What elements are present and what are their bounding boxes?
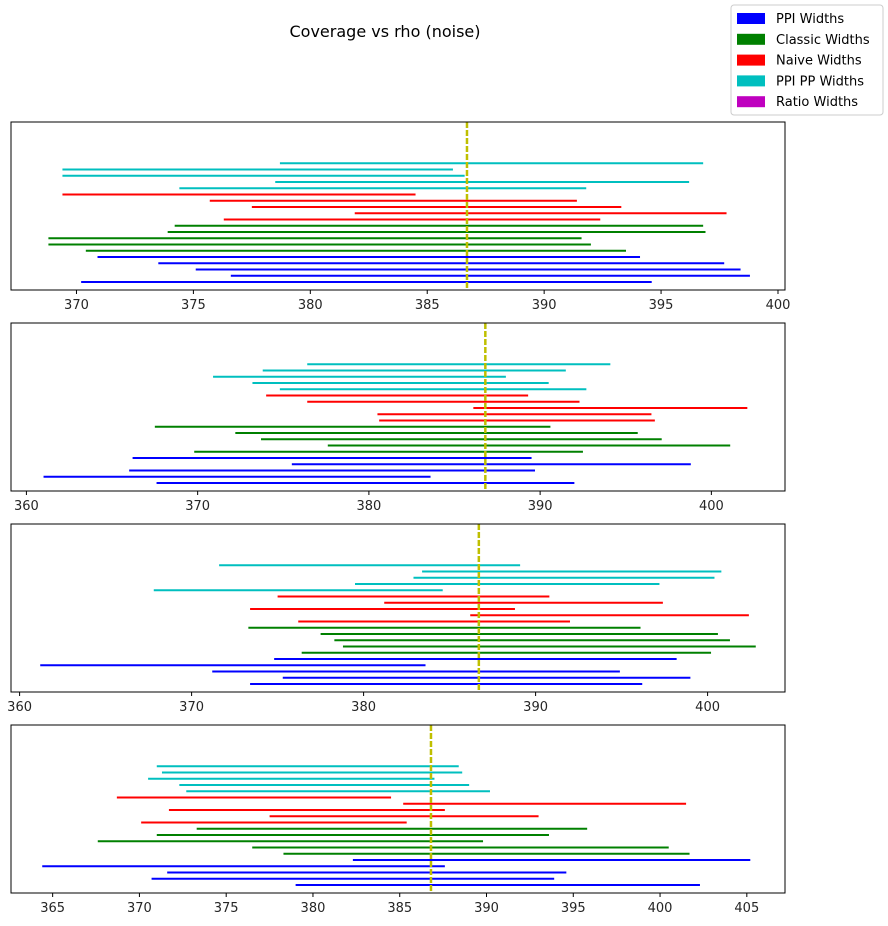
axes-frame <box>10 322 786 492</box>
x-tick-label: 375 <box>214 901 239 916</box>
x-tick-label: 390 <box>532 298 557 313</box>
axes-frame <box>10 121 786 291</box>
legend-swatch <box>737 75 765 87</box>
x-tick-label: 360 <box>14 499 39 514</box>
x-tick-label: 395 <box>561 901 586 916</box>
panel-1: 370 375 380 385 390 395 400 <box>10 121 791 313</box>
panel-3: 360 370 380 390 400 <box>7 523 786 715</box>
x-tick-label: 395 <box>649 298 674 313</box>
legend-frame <box>730 4 884 116</box>
legend-label: PPI Widths <box>776 12 844 27</box>
x-tick-label: 400 <box>648 901 673 916</box>
panel-2: 360 370 380 390 400 <box>10 322 786 514</box>
x-tick-label: 385 <box>415 298 440 313</box>
x-tick-label: 360 <box>7 700 32 715</box>
panel-4: 365 370 375 380 385 390 395 400 405 <box>10 724 786 916</box>
x-tick-label: 365 <box>40 901 65 916</box>
legend-label: PPI PP Widths <box>776 74 864 89</box>
x-tick-label: 380 <box>351 700 376 715</box>
legend-label: Naive Widths <box>776 54 862 69</box>
legend-swatch <box>737 13 765 24</box>
axes-frame <box>10 724 786 894</box>
x-tick-label: 370 <box>64 298 89 313</box>
x-tick-label: 390 <box>528 499 553 514</box>
legend: PPI Widths Classic Widths Naive Widths PPI … <box>730 4 884 116</box>
x-tick-label: 370 <box>185 499 210 514</box>
x-tick-label: 370 <box>127 901 152 916</box>
legend-swatch <box>737 54 765 66</box>
legend-swatch <box>737 33 765 45</box>
x-tick-label: 385 <box>387 901 412 916</box>
x-tick-label: 380 <box>301 901 326 916</box>
legend-label: Ratio Widths <box>776 95 858 110</box>
x-tick-label: 380 <box>298 298 323 313</box>
x-tick-label: 370 <box>179 700 204 715</box>
x-tick-label: 390 <box>474 901 499 916</box>
x-tick-label: 390 <box>523 700 548 715</box>
x-tick-label: 400 <box>699 499 724 514</box>
x-tick-label: 400 <box>695 700 720 715</box>
legend-swatch <box>737 96 765 108</box>
x-tick-label: 405 <box>734 901 759 916</box>
axes-frame <box>10 523 786 693</box>
x-tick-label: 380 <box>356 499 381 514</box>
x-tick-label: 400 <box>766 298 791 313</box>
chart-title: Coverage vs rho (noise) <box>290 22 481 41</box>
x-tick-label: 375 <box>181 298 206 313</box>
legend-label: Classic Widths <box>776 33 870 48</box>
